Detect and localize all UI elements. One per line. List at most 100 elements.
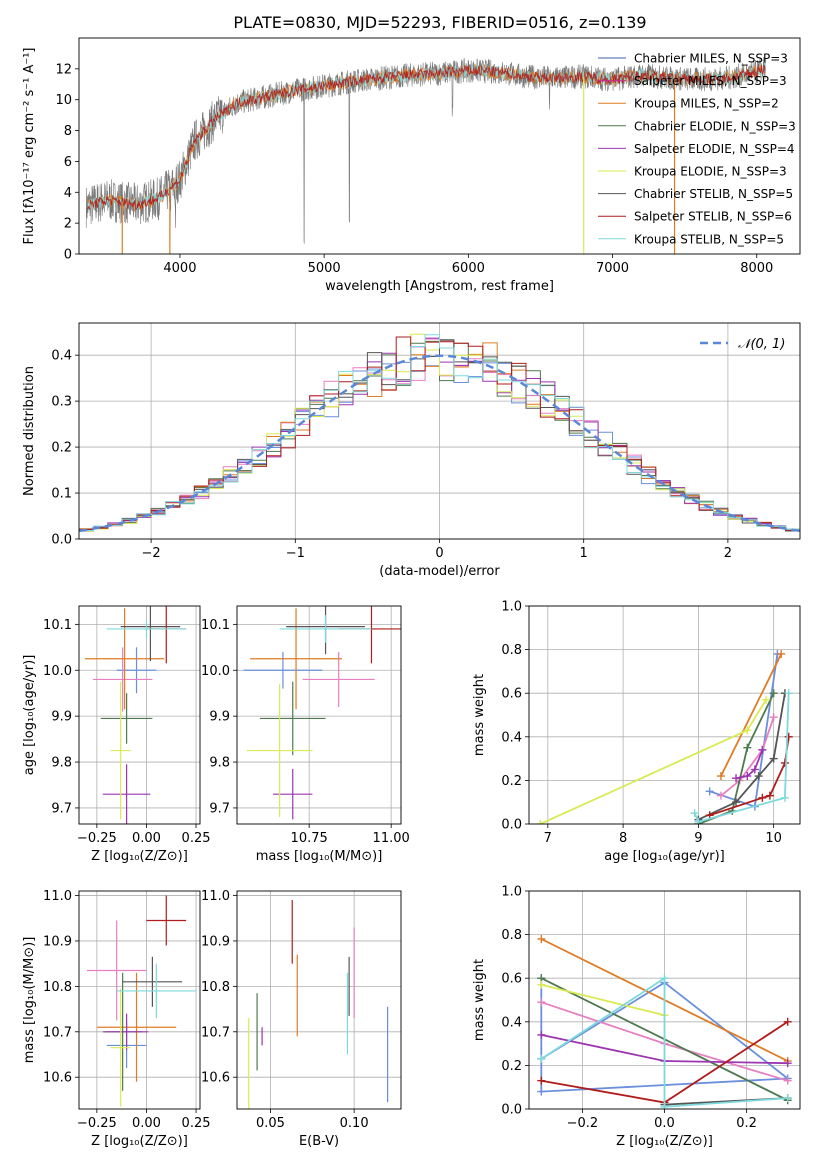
weight-marker [537,1054,546,1063]
y-tick-label: 4 [64,186,72,201]
axes-frame [78,37,801,255]
x-tick-label: 0.10 [340,1116,369,1131]
x-tick-label: 0.00 [132,1116,161,1131]
errorbar-point [116,647,157,694]
y-tick-label: 10.6 [43,1071,72,1086]
weight-marker [537,1076,546,1085]
legend: Chabrier MILES, N_SSP=3 Salpeter MILES, N… [598,52,796,246]
panel-age-vs-Z: −0.25 0.00 0.25 9.7 9.8 9.9 10.0 10.1 Z [log₁₀(Z… [22,605,211,864]
y-tick-label: 9.8 [51,756,72,771]
weight-marker [743,772,752,781]
weight-marker [536,820,545,824]
weight-marker [732,774,741,783]
weight-series-line [735,749,764,780]
x-tick-label: 0.25 [182,1116,211,1131]
y-tick-label: 0.0 [501,818,522,833]
normal-reference-curve [79,354,800,533]
errorbar-point [106,619,187,639]
x-tick-label: −0.25 [77,831,117,846]
axes-frame [236,605,402,825]
y-tick-label: 1.0 [501,885,522,900]
weight-series-line [720,716,775,797]
legend-label: Kroupa MILES, N_SSP=2 [634,97,779,111]
y-tick-label: 6 [64,155,72,170]
x-axis-label: Z [log₁₀(Z/Z⊙)] [91,849,188,864]
x-tick-label: 9 [694,831,702,846]
errorbar-point [96,972,177,1082]
errorbar-point [120,606,181,662]
y-tick-label: 9.8 [209,756,230,771]
y-tick-label: 0.2 [501,774,522,789]
errorbar-point [273,768,313,820]
axes-frame [78,322,801,540]
y-tick-label: 12 [55,62,72,77]
x-axis-label: (data-model)/error [379,564,500,579]
x-tick-label: 8000 [740,261,773,276]
y-tick-label: 10.9 [201,934,230,949]
errorbar-point [302,651,375,707]
y-tick-label: 9.7 [209,801,230,816]
y-tick-label: 0.4 [51,349,72,364]
legend-label: Kroupa ELODIE, N_SSP=3 [634,165,787,179]
y-tick-label: 10.7 [201,1025,230,1040]
y-axis-label: Normed distribution [22,366,37,496]
y-axis-label: Flux [fλ10⁻¹⁷ erg cm⁻² s⁻¹ A⁻¹] [22,48,37,245]
errorbar-point [110,988,131,1107]
weight-marker [743,743,752,752]
weight-marker [780,793,789,802]
x-axis-label: age [log₁₀(age/yr)] [604,849,725,864]
y-tick-label: 9.7 [51,801,72,816]
errorbar-point [243,651,323,689]
y-tick-label: 0.8 [501,928,522,943]
plot-area [243,606,401,820]
y-tick-label: 0 [64,248,72,263]
panel-age-vs-mass: 10.75 11.00 9.7 9.8 9.9 10.0 10.1 mass [log₁₀(M… [201,605,410,864]
legend-label: Chabrier MILES, N_SSP=3 [634,52,788,66]
weight-marker [537,1030,546,1039]
legend: 𝒩(0, 1) [700,337,785,352]
y-tick-label: 10.6 [201,1071,230,1086]
weight-marker [743,726,752,735]
y-tick-label: 10.7 [43,1025,72,1040]
weight-marker [694,817,703,824]
weight-marker [716,791,725,800]
x-tick-label: 0 [435,546,443,561]
weight-marker [754,772,763,781]
y-tick-label: 0.8 [501,643,522,658]
weight-marker [660,1102,669,1109]
weight-marker [783,1017,792,1026]
axes-frame [528,890,801,1110]
plot-area [86,895,197,1107]
y-tick-label: 10.1 [43,618,72,633]
errorbar-point [92,647,153,712]
plot-area [537,934,792,1109]
y-tick-label: 1.0 [501,600,522,615]
x-tick-label: 10 [765,831,782,846]
x-axis-label: wavelength [Angstrom, rest frame] [325,279,554,294]
plot-area [85,56,766,254]
x-tick-label: 6000 [452,261,485,276]
weight-marker [784,689,793,698]
plot-area [536,649,793,824]
y-tick-label: 10.0 [201,664,230,679]
errorbar-point [146,895,187,946]
errorbar-point [100,693,153,744]
errorbar-point [104,1013,149,1050]
y-tick-label: 10.0 [43,664,72,679]
weight-marker [783,1076,792,1085]
y-axis-label: mass [log₁₀(M/M⊙)] [22,937,37,1064]
x-tick-label: −0.2 [567,1116,599,1131]
spectrum-model-line [87,64,766,211]
weight-marker [537,998,546,1007]
y-tick-label: 10.9 [43,934,72,949]
errorbar-point [250,608,342,710]
y-axis-label: mass weight [472,674,487,756]
legend-label: Chabrier STELIB, N_SSP=5 [634,187,793,201]
errorbar-point [279,615,372,643]
y-tick-label: 11.0 [201,889,230,904]
x-tick-label: 0.05 [256,1116,285,1131]
x-tick-label: 0.00 [132,831,161,846]
weight-marker [769,754,778,763]
x-tick-label: 4000 [163,261,196,276]
weight-marker [716,772,725,781]
